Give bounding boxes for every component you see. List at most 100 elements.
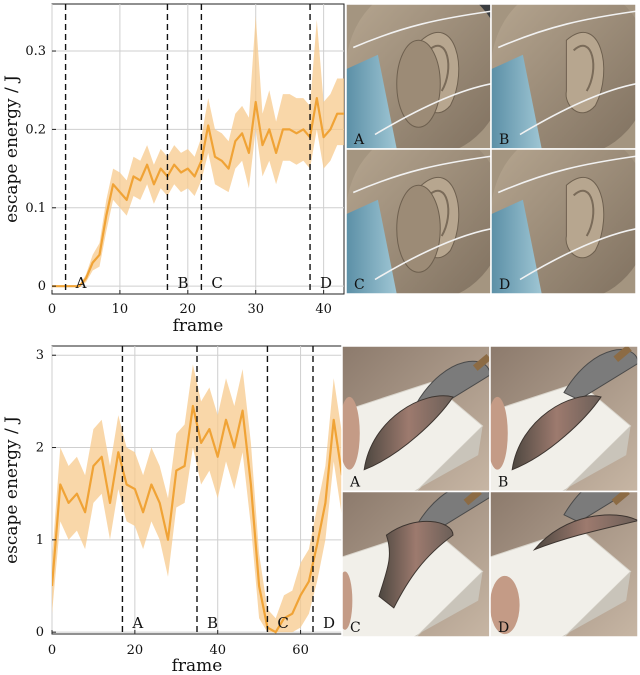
thumbnail-c: C [345,148,492,295]
ear-fold [427,44,450,92]
y-tick-label: 0 [36,625,44,640]
thumbnail-image [346,149,491,294]
fish [511,395,602,471]
axis-ticks: 0 20 40 60 0 1 2 3 A B C D [36,348,335,658]
x-tick-label: 60 [292,643,309,658]
face-mask [491,54,542,149]
table-side [413,426,483,492]
x-tick-label: 40 [315,302,332,317]
thumbnail-label: B [498,475,508,491]
thumbnail-label: A [353,132,365,148]
x-tick-label: 20 [180,302,197,317]
table-side [561,426,631,492]
event-marker-label: D [323,614,335,632]
event-marker-label: B [177,274,188,292]
scoop-handle [613,346,632,363]
thumbnail-label: C [350,620,361,636]
x-tick-label: 30 [247,302,264,317]
event-marker-label: B [207,614,218,632]
hand [490,575,520,635]
mask-strap [374,82,491,136]
table-side [413,571,483,637]
face-mask [346,199,397,294]
thumbnail-border [490,148,637,295]
mask-strap [519,82,636,136]
ear-fold [572,44,595,92]
thumbnail-label: B [499,132,509,148]
table-side [561,571,631,637]
plot-layer [52,346,342,634]
mask-strap [497,10,636,49]
ear-thumbnail-grid: A B C D [345,3,637,295]
thumbnail-image [342,491,490,637]
event-marker-label: C [277,614,288,632]
thumbnail-label: D [499,277,510,293]
ear [565,32,605,114]
ear-fold [427,189,450,237]
thumbnail-b: B [489,345,639,493]
fish [378,521,454,609]
fish-escape-energy-chart: 0 20 40 60 0 1 2 3 A B C D frame escape energy / J [2,345,343,675]
scoop-handle [472,353,490,371]
mask-strap [374,227,491,281]
thumbnail-image [491,149,636,294]
thumbnail-image [490,346,638,492]
thumbnail-image [491,4,636,149]
series-line [52,404,342,634]
x-tick-label: 20 [127,643,144,658]
thumbnail-image [346,4,491,149]
mask-strap [497,155,636,194]
fish [363,395,454,471]
scoop-handle [463,491,482,506]
mask-strap [519,227,636,281]
confidence-band [52,15,344,287]
thumbnail-d: D [490,148,637,295]
mask-strap [352,10,491,49]
grid [51,4,344,294]
y-tick-label: 0 [38,279,46,294]
x-tick-label: 0 [48,643,56,658]
y-tick-label: 1 [36,533,44,548]
ear-fold [572,189,595,237]
x-tick-label: 10 [112,302,129,317]
y-tick-label: 0.1 [25,201,46,216]
thumbnail-label: C [354,277,365,293]
event-marker-label: C [211,274,222,292]
face-mask [491,199,542,294]
hand [342,396,360,470]
series-line [52,96,344,288]
scoop-handle [611,491,630,506]
event-marker-label: A [75,274,87,292]
hand [396,39,441,128]
thumbnail-a: A [345,3,492,150]
hand [490,396,508,470]
hand [396,184,441,273]
y-tick-label: 2 [36,441,44,456]
thumbnail-label: A [349,475,361,491]
x-tick-label: 40 [209,643,226,658]
thumbnail-b: B [490,3,637,150]
ear-escape-energy-chart: 0 10 20 30 40 0 0.1 0.2 0.3 A B C D frame escape ene… [2,3,345,336]
mask-strap [352,155,491,194]
event-marker-label: A [131,614,143,632]
face-mask [346,54,397,149]
hand [342,571,353,630]
thumbnail-c: C [341,490,491,638]
thumbnail-a: A [341,345,491,493]
event-marker-label: D [320,274,332,292]
thumbnail-label: D [498,620,509,636]
thumbnail-d: D [489,490,639,638]
y-tick-label: 0.3 [25,44,46,59]
y-axis-label: escape energy / J [2,75,22,223]
x-tick-label: 0 [48,302,56,317]
thumbnail-image [342,346,490,492]
ear [565,177,605,259]
y-tick-label: 3 [36,348,44,363]
x-axis-label: frame [173,316,224,336]
y-axis-label: escape energy / J [2,416,22,564]
axis-ticks: 0 10 20 30 40 0 0.1 0.2 0.3 A B C D [25,44,332,317]
plot-layer [52,4,344,294]
thumbnail-border [489,490,639,638]
x-axis-label: frame [172,656,223,675]
